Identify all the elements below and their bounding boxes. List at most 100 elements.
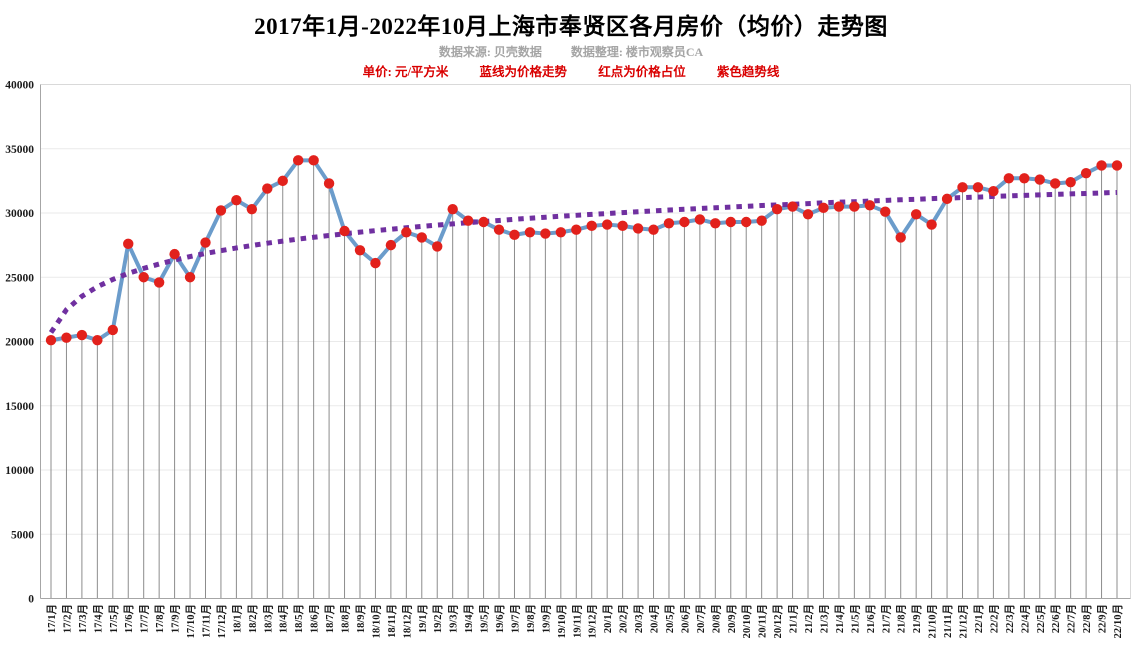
x-tick-label: 20/8月 [710,604,722,633]
data-point [401,227,412,238]
x-tick-label: 18/6月 [309,604,321,633]
x-tick-label: 22/9月 [1097,604,1109,633]
data-point [292,155,304,166]
y-tick-label: 20000 [5,337,34,349]
data-point [1003,173,1015,184]
data-point [648,224,659,235]
data-point [61,332,72,343]
data-point [957,182,968,193]
x-tick-label: 18/11月 [386,604,398,638]
data-point [509,229,520,241]
x-tick-label: 20/11月 [757,604,769,638]
data-point [153,277,165,288]
x-tick-label: 20/5月 [664,604,676,633]
x-tick-label: 20/9月 [726,604,738,633]
data-point [1080,167,1092,179]
x-tick-label: 19/6月 [494,604,506,633]
data-point [833,201,845,212]
data-point [787,201,798,212]
data-point [601,219,613,230]
data-point [262,183,273,194]
data-point [215,205,227,216]
x-tick-label: 22/5月 [1035,604,1047,633]
data-point [1019,173,1030,184]
x-tick-label: 18/3月 [262,604,274,633]
data-point [478,216,489,228]
data-point [416,232,427,243]
x-tick-label: 20/3月 [633,604,645,633]
red-point-note: 红点为价格占位 [598,65,686,79]
data-point [741,216,752,228]
data-point [818,202,829,214]
x-tick-label: 17/3月 [77,604,89,633]
data-point [710,218,721,229]
x-tick-label: 17/7月 [139,604,151,633]
data-point [45,335,57,346]
x-tick-label: 18/5月 [293,604,305,633]
data-point [524,227,536,238]
data-point [926,219,937,230]
x-tick-label: 18/1月 [231,604,243,633]
y-tick-label: 25000 [5,272,34,284]
x-tick-label: 18/10月 [370,604,382,638]
data-point [354,245,366,256]
data-point [540,228,551,239]
data-point [493,224,505,235]
x-tick-label: 18/8月 [340,604,352,633]
x-tick-label: 20/7月 [695,604,707,633]
data-point [571,224,582,235]
x-tick-label: 19/11月 [571,604,583,638]
data-point [679,216,690,228]
data-point [1065,176,1076,188]
x-tick-label: 21/9月 [911,604,923,633]
data-point [447,203,458,215]
x-tick-label: 18/4月 [278,604,290,633]
x-tick-label: 19/4月 [463,604,475,633]
x-tick-label: 18/9月 [355,604,367,633]
x-tick-label: 21/12月 [958,604,970,638]
data-point [385,239,397,251]
data-point [184,272,196,283]
data-point [1111,160,1123,171]
data-point [277,175,288,187]
y-tick-label: 5000 [11,529,34,541]
data-point [138,272,149,283]
x-tick-label: 20/6月 [679,604,691,633]
data-point [123,238,134,250]
data-point [462,215,474,226]
x-tick-label: 19/1月 [417,604,429,633]
x-tick-label: 22/7月 [1066,604,1078,633]
data-point [849,201,860,212]
y-tick-label: 30000 [5,208,34,220]
x-tick-label: 17/5月 [108,604,120,633]
x-tick-label: 19/8月 [525,604,537,633]
x-tick-label: 17/11月 [200,604,212,638]
data-point [76,329,88,341]
data-point [880,206,891,217]
data-point [200,237,211,248]
chart-header: 2017年1月-2022年10月上海市奉贤区各月房价（均价）走势图 数据来源: … [0,0,1142,80]
x-tick-label: 17/8月 [154,604,166,633]
x-tick-label: 22/10月 [1112,604,1124,638]
data-point [1034,174,1045,185]
x-tick-label: 22/1月 [973,604,985,633]
data-point [370,257,381,269]
x-tick-label: 19/12月 [587,604,599,638]
y-tick-label: 10000 [5,465,34,477]
x-tick-label: 17/1月 [46,604,58,633]
x-tick-label: 18/7月 [324,604,336,633]
x-tick-label: 20/12月 [772,604,784,638]
x-tick-label: 21/11月 [942,604,954,638]
data-point [972,182,984,193]
data-point [988,185,999,197]
x-tick-label: 21/3月 [818,604,830,633]
x-tick-label: 21/7月 [880,604,892,633]
data-editor-note: 数据整理: 楼市观察员CA [570,45,704,59]
price-line [49,158,1119,343]
x-tick-label: 20/10月 [741,604,753,638]
data-point [756,215,767,226]
data-point [632,223,644,234]
data-point [802,209,814,220]
x-tick-label: 21/8月 [896,604,908,633]
